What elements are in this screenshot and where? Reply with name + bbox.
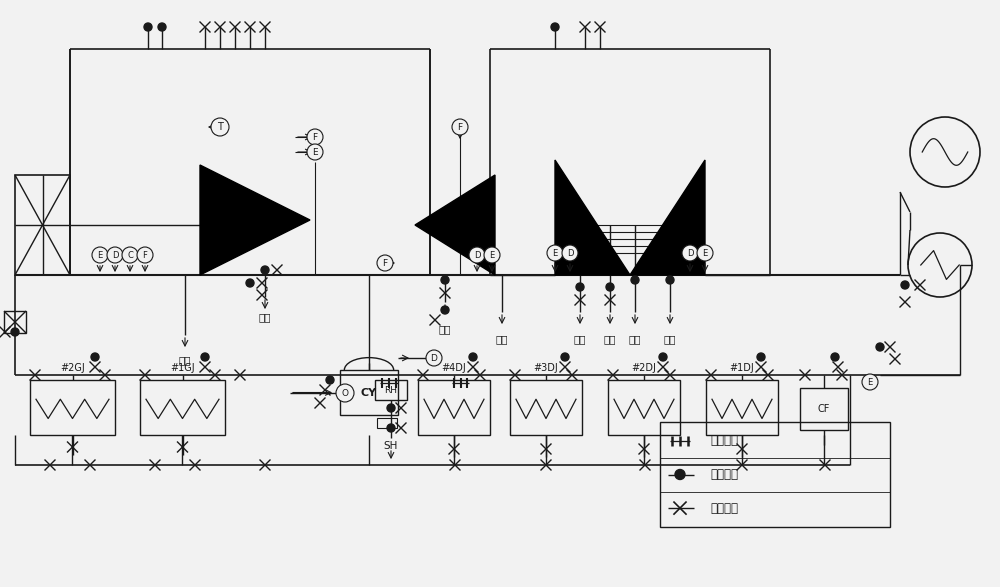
Text: 五抽: 五抽 — [629, 334, 641, 344]
Text: F: F — [143, 251, 147, 259]
Bar — [608, 380, 680, 435]
Circle shape — [426, 350, 442, 366]
Text: D: D — [474, 251, 480, 259]
Text: 六抽: 六抽 — [604, 334, 616, 344]
Circle shape — [682, 245, 698, 261]
Bar — [377, 418, 397, 428]
Bar — [800, 388, 848, 430]
Text: CY: CY — [361, 387, 377, 397]
Text: F: F — [382, 258, 388, 268]
Circle shape — [144, 23, 152, 31]
Bar — [15, 175, 70, 275]
Text: RH: RH — [384, 386, 398, 394]
Text: 流量元件: 流量元件 — [710, 434, 738, 447]
Circle shape — [562, 245, 578, 261]
Bar — [140, 380, 225, 435]
Circle shape — [576, 283, 584, 291]
Circle shape — [631, 276, 639, 284]
Text: #2GJ: #2GJ — [60, 363, 85, 373]
Text: C: C — [127, 251, 133, 259]
Bar — [375, 380, 407, 400]
Circle shape — [666, 276, 674, 284]
Circle shape — [831, 353, 839, 361]
Bar — [660, 422, 890, 527]
Text: CF: CF — [818, 404, 830, 414]
Circle shape — [92, 247, 108, 263]
Text: F: F — [312, 133, 318, 141]
Circle shape — [246, 279, 254, 287]
Circle shape — [452, 119, 468, 135]
Polygon shape — [415, 175, 495, 275]
Text: E: E — [312, 147, 318, 157]
Bar — [340, 370, 398, 415]
Circle shape — [441, 276, 449, 284]
Text: D: D — [687, 248, 693, 258]
Text: 压力元件: 压力元件 — [710, 468, 738, 481]
Text: E: E — [489, 251, 495, 259]
Circle shape — [561, 353, 569, 361]
Bar — [706, 380, 778, 435]
Bar — [510, 380, 582, 435]
Circle shape — [326, 376, 334, 384]
Circle shape — [336, 384, 354, 402]
Circle shape — [484, 247, 500, 263]
Text: E: E — [97, 251, 103, 259]
Text: SH: SH — [384, 441, 398, 451]
Text: D: D — [431, 353, 437, 363]
Circle shape — [307, 144, 323, 160]
Circle shape — [387, 404, 395, 412]
Circle shape — [211, 118, 229, 136]
Circle shape — [91, 353, 99, 361]
Circle shape — [377, 255, 393, 271]
Text: E: E — [702, 248, 708, 258]
Circle shape — [441, 306, 449, 314]
Circle shape — [387, 424, 395, 432]
Polygon shape — [555, 160, 630, 275]
Text: #2DJ: #2DJ — [632, 363, 656, 373]
Bar — [4, 311, 26, 333]
Text: E: E — [552, 248, 558, 258]
Text: 二抽: 二抽 — [179, 355, 191, 365]
Text: 温度元件: 温度元件 — [710, 502, 738, 515]
Text: 三抽: 三抽 — [439, 324, 451, 334]
Circle shape — [659, 353, 667, 361]
Circle shape — [469, 353, 477, 361]
Text: 四抽: 四抽 — [496, 334, 508, 344]
Text: 七抽: 七抽 — [664, 334, 676, 344]
Text: D: D — [112, 251, 118, 259]
Circle shape — [606, 283, 614, 291]
Text: F: F — [457, 123, 463, 131]
Circle shape — [307, 129, 323, 145]
Circle shape — [876, 343, 884, 351]
Text: #4DJ: #4DJ — [442, 363, 466, 373]
Text: O: O — [342, 389, 349, 397]
Circle shape — [547, 245, 563, 261]
Text: #1GJ: #1GJ — [170, 363, 195, 373]
Circle shape — [697, 245, 713, 261]
Text: D: D — [567, 248, 573, 258]
Circle shape — [11, 328, 19, 336]
Circle shape — [757, 353, 765, 361]
Circle shape — [137, 247, 153, 263]
Circle shape — [107, 247, 123, 263]
Bar — [418, 380, 490, 435]
Circle shape — [469, 247, 485, 263]
Circle shape — [675, 470, 685, 480]
Circle shape — [158, 23, 166, 31]
Circle shape — [862, 374, 878, 390]
Circle shape — [261, 266, 269, 274]
Circle shape — [551, 23, 559, 31]
Bar — [30, 380, 115, 435]
Circle shape — [122, 247, 138, 263]
Text: #1DJ: #1DJ — [730, 363, 754, 373]
Text: 一抽: 一抽 — [259, 312, 271, 322]
Circle shape — [901, 281, 909, 289]
Polygon shape — [200, 165, 310, 275]
Text: #3DJ: #3DJ — [534, 363, 558, 373]
Circle shape — [201, 353, 209, 361]
Text: E: E — [867, 377, 873, 386]
Text: T: T — [217, 122, 223, 132]
Polygon shape — [630, 160, 705, 275]
Text: 八抽: 八抽 — [574, 334, 586, 344]
